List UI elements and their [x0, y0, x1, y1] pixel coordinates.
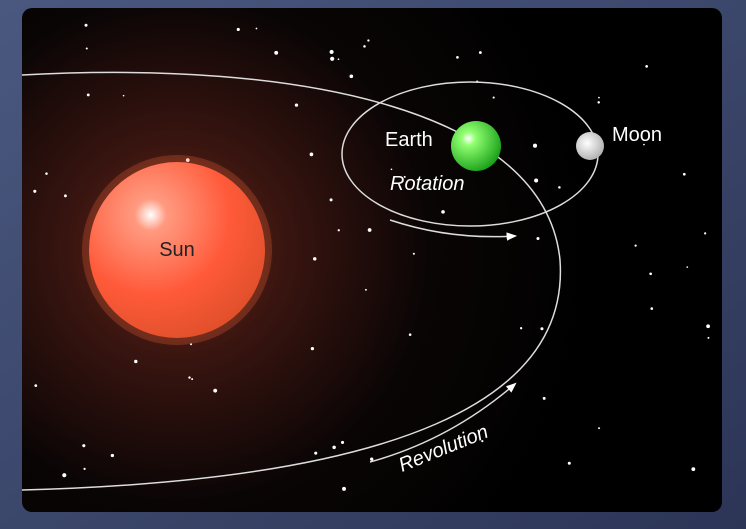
star	[645, 65, 648, 68]
star	[558, 186, 561, 189]
star	[683, 173, 686, 176]
star	[314, 452, 317, 455]
star	[213, 389, 217, 393]
star	[686, 266, 688, 268]
star	[256, 28, 258, 30]
star	[34, 384, 37, 387]
star	[649, 272, 652, 275]
star	[598, 97, 600, 99]
star	[413, 253, 415, 255]
star	[311, 347, 314, 350]
star	[85, 24, 88, 27]
star	[64, 194, 67, 197]
star	[338, 58, 340, 60]
star	[338, 229, 340, 231]
star	[313, 257, 316, 260]
star	[349, 74, 353, 78]
star	[441, 210, 445, 214]
star	[342, 487, 346, 491]
star	[111, 454, 114, 457]
star	[330, 198, 333, 201]
diagram: Sun Earth Rotation Moon Revolution	[0, 0, 746, 529]
moon-label: Moon	[612, 124, 662, 146]
star	[310, 153, 314, 157]
star	[134, 360, 137, 363]
star	[188, 376, 190, 378]
star	[706, 324, 710, 328]
star	[540, 327, 543, 330]
star	[33, 190, 36, 193]
star	[237, 28, 240, 31]
star	[332, 446, 335, 449]
page: Sun Earth Rotation Moon Revolution (() =…	[0, 0, 746, 529]
star	[707, 337, 709, 339]
star	[704, 232, 706, 234]
star	[330, 50, 334, 54]
star	[363, 45, 366, 48]
star	[82, 444, 85, 447]
star	[274, 51, 278, 55]
star	[123, 95, 125, 97]
star	[45, 172, 48, 175]
star	[536, 237, 539, 240]
star	[597, 101, 599, 103]
star	[635, 245, 637, 247]
sun-label: Sun	[159, 239, 195, 261]
star	[650, 307, 653, 310]
star	[368, 228, 372, 232]
moon	[576, 132, 604, 160]
star	[87, 94, 90, 97]
star	[598, 427, 600, 429]
star	[341, 441, 344, 444]
star	[330, 57, 334, 61]
star	[691, 467, 695, 471]
earth	[451, 121, 501, 171]
star	[86, 47, 88, 49]
star	[391, 168, 393, 170]
earth-label: Earth	[385, 129, 433, 151]
star	[543, 397, 546, 400]
star	[191, 378, 193, 380]
star	[479, 51, 482, 54]
star	[493, 97, 495, 99]
star	[370, 457, 373, 460]
star	[295, 103, 298, 106]
star	[367, 39, 369, 41]
rotation-label: Rotation	[390, 173, 465, 195]
star	[83, 468, 85, 470]
star	[456, 56, 459, 59]
star	[520, 327, 522, 329]
star	[365, 289, 367, 291]
star	[534, 179, 538, 183]
star	[568, 462, 571, 465]
star	[62, 473, 66, 477]
star	[409, 333, 412, 336]
star	[533, 144, 537, 148]
